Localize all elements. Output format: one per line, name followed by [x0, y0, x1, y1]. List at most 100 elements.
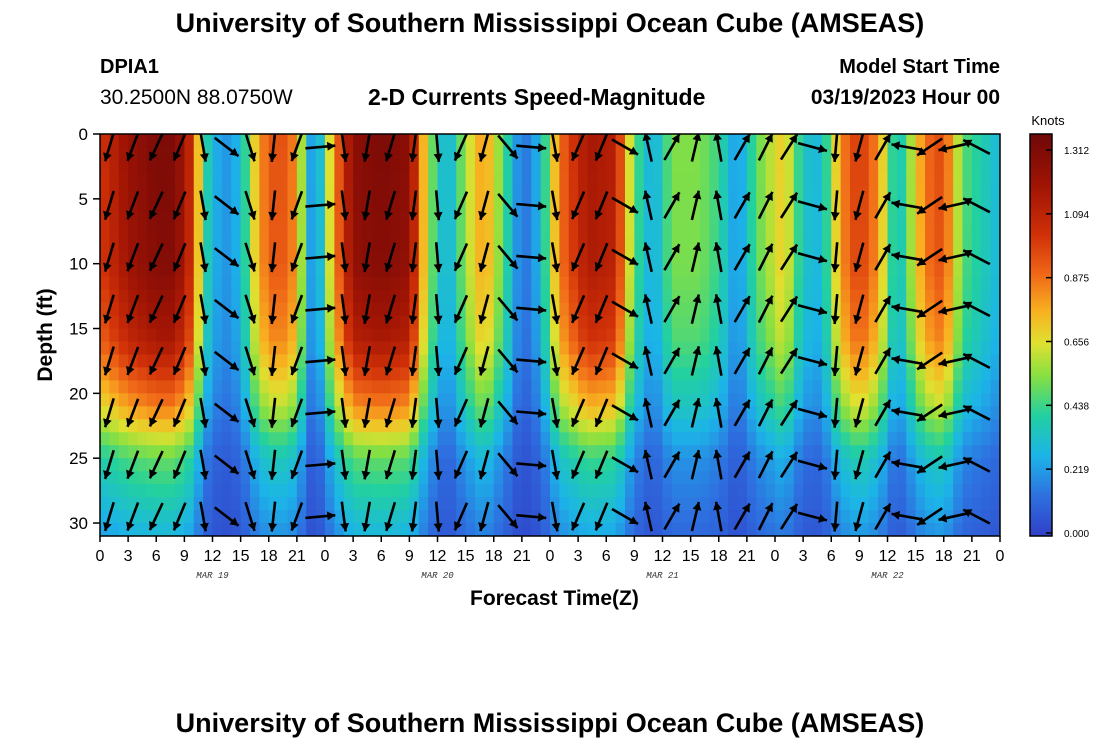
current-arrow: [516, 408, 547, 418]
heatmap-cell: [109, 134, 120, 148]
heatmap-cell: [109, 172, 120, 187]
heatmap-cell: [690, 159, 701, 174]
heatmap-cell: [540, 445, 551, 459]
heatmap-cell: [325, 263, 335, 278]
heatmap-cell: [240, 224, 251, 239]
heatmap-cell: [493, 159, 504, 174]
heatmap-cell: [587, 380, 598, 394]
heatmap-cell: [775, 354, 785, 369]
current-arrow: [853, 134, 865, 162]
heatmap-cell: [325, 237, 335, 252]
current-arrow: [305, 407, 336, 417]
x-tick-label: 15: [907, 548, 925, 565]
heatmap-cell: [587, 315, 598, 330]
heatmap-cell: [634, 276, 645, 291]
heatmap-cell: [521, 445, 532, 459]
heatmap-cell: [259, 406, 270, 420]
heatmap-cell: [381, 341, 392, 356]
current-arrow: [361, 449, 372, 480]
heatmap-cell: [971, 380, 982, 394]
heatmap-cell: [512, 380, 523, 394]
heatmap-cell: [193, 302, 204, 317]
heatmap-cell: [362, 471, 373, 485]
heatmap-cell: [212, 432, 223, 446]
heatmap-cell: [803, 276, 814, 291]
heatmap-cell: [446, 367, 457, 381]
current-arrow: [571, 242, 586, 272]
heatmap-cell: [615, 458, 626, 472]
heatmap-cell: [775, 211, 785, 226]
heatmap-cell: [231, 159, 242, 174]
heatmap-cell: [587, 185, 598, 200]
heatmap-cell: [662, 302, 673, 317]
current-arrow: [408, 501, 418, 532]
heatmap-cell: [821, 367, 832, 381]
heatmap-cell: [915, 406, 926, 420]
heatmap-cell: [606, 250, 617, 265]
heatmap-cell: [700, 328, 710, 343]
heatmap-cell: [175, 497, 185, 511]
heatmap-cell: [718, 341, 729, 356]
heatmap-cell: [287, 276, 298, 291]
heatmap-cell: [550, 276, 560, 291]
heatmap-cell: [512, 224, 523, 239]
heatmap-cell: [568, 510, 579, 524]
current-arrow: [305, 252, 336, 262]
heatmap-cell: [278, 134, 289, 148]
x-tick-label: 9: [855, 548, 864, 565]
heatmap-cell: [231, 419, 242, 433]
heatmap-cell: [606, 224, 617, 239]
heatmap-cell: [418, 172, 429, 187]
current-arrow: [268, 501, 278, 532]
heatmap-cell: [428, 237, 439, 252]
heatmap-cell: [953, 432, 964, 446]
current-arrow: [733, 451, 751, 479]
heatmap-cell: [334, 484, 345, 498]
heatmap-cell: [634, 146, 645, 161]
heatmap-cell: [896, 146, 907, 161]
heatmap-cell: [128, 471, 139, 485]
heatmap-cell: [503, 146, 514, 161]
heatmap-cell: [512, 367, 523, 381]
current-arrow: [830, 190, 840, 221]
heatmap-cell: [587, 263, 598, 278]
heatmap-cell: [315, 523, 326, 536]
heatmap-cell: [915, 159, 926, 174]
heatmap-cell: [465, 341, 476, 356]
heatmap-cell: [212, 523, 223, 536]
heatmap-cell: [503, 419, 514, 433]
heatmap-cell: [859, 224, 870, 239]
heatmap-cell: [821, 224, 832, 239]
current-arrow: [962, 456, 991, 473]
heatmap-cell: [325, 224, 335, 239]
heatmap-cell: [803, 523, 814, 536]
heatmap-cell: [953, 328, 964, 343]
heatmap-cell: [231, 328, 242, 343]
heatmap-cell: [137, 224, 148, 239]
heatmap-cell: [503, 497, 514, 511]
heatmap-cell: [221, 380, 232, 394]
heatmap-cell: [578, 406, 589, 420]
heatmap-cell: [334, 237, 345, 252]
heatmap-cell: [287, 289, 298, 304]
heatmap-cell: [728, 484, 739, 498]
heatmap-cell: [193, 354, 204, 369]
heatmap-cell: [746, 458, 757, 472]
heatmap-cell: [765, 458, 776, 472]
heatmap-cell: [428, 354, 439, 369]
heatmap-cell: [746, 393, 757, 407]
heatmap-cell: [934, 380, 945, 394]
heatmap-cell: [465, 471, 476, 485]
heatmap-cell: [100, 185, 110, 200]
heatmap-cell: [437, 354, 448, 369]
heatmap-cell: [775, 289, 785, 304]
heatmap-cell: [859, 134, 870, 148]
heatmap-cell: [671, 224, 682, 239]
heatmap-cell: [306, 289, 317, 304]
heatmap-cell: [934, 497, 945, 511]
heatmap-cell: [203, 159, 214, 174]
heatmap-cell: [896, 237, 907, 252]
heatmap-cell: [353, 224, 364, 239]
variable-name: 2-D Currents Speed-Magnitude: [368, 84, 706, 110]
heatmap-cell: [756, 198, 767, 213]
